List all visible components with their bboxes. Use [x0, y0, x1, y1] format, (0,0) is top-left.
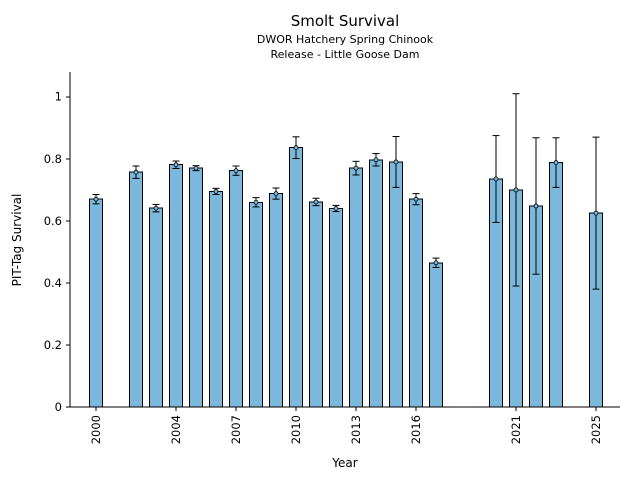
point-marker-2002	[133, 169, 139, 175]
errorbar-2015	[392, 136, 400, 188]
y-tick-label-0.6: 0.6	[44, 214, 62, 228]
errorbar-2016	[412, 193, 420, 206]
bar-2006	[209, 190, 223, 408]
errorbars-group	[92, 93, 600, 290]
point-marker-2016	[413, 196, 419, 202]
bar-2013	[349, 167, 363, 408]
bar-2011	[309, 201, 323, 408]
point-marker-2013	[353, 165, 359, 171]
errorbar-2002	[132, 165, 140, 179]
x-tick-label-2021: 2021	[509, 415, 523, 444]
bar-2016	[409, 198, 423, 408]
errorbar-2025	[592, 136, 600, 290]
chart-title: Smolt Survival	[290, 12, 400, 30]
errorbar-2004	[172, 160, 180, 169]
bars-group	[89, 147, 603, 408]
errorbar-2008	[252, 197, 260, 208]
point-marker-2015	[393, 159, 399, 165]
point-marker-2007	[233, 168, 239, 174]
bar-2005	[189, 167, 203, 408]
errorbar-2021	[512, 93, 520, 287]
errorbar-2006	[212, 187, 220, 196]
point-marker-2025	[593, 210, 599, 216]
point-marker-2023	[553, 160, 559, 165]
bar-2009	[269, 193, 283, 408]
point-marker-2000	[93, 196, 99, 202]
errorbar-2017	[432, 257, 440, 268]
errorbar-2009	[272, 187, 280, 200]
axes-spines	[69, 72, 620, 408]
errorbar-2013	[352, 160, 360, 176]
point-marker-2009	[273, 191, 279, 196]
errorbar-2023	[552, 137, 560, 188]
point-marker-2011	[313, 199, 319, 205]
bar-2000	[89, 198, 103, 408]
errorbar-2014	[372, 153, 380, 167]
x-tick-label-2007: 2007	[229, 415, 243, 444]
point-marker-2012	[333, 206, 339, 211]
y-tick-label-1: 1	[55, 90, 62, 104]
bar-2004	[169, 164, 183, 408]
point-marker-2014	[373, 157, 379, 163]
bar-2014	[369, 159, 383, 408]
y-tick-label-0.4: 0.4	[44, 276, 62, 290]
x-tick-label-2013: 2013	[349, 415, 363, 444]
errorbar-2003	[152, 203, 160, 213]
x-tick-label-2016: 2016	[409, 415, 423, 444]
bar-2002	[129, 171, 143, 408]
point-marker-2010	[293, 145, 299, 151]
errorbar-2011	[312, 197, 320, 207]
point-marker-2020	[493, 176, 499, 182]
errorbar-2010	[292, 136, 300, 160]
bar-2007	[229, 170, 243, 408]
y-tick-label-0.2: 0.2	[44, 338, 62, 352]
point-marker-2022	[533, 203, 539, 209]
bar-2003	[149, 207, 163, 408]
errorbar-2000	[92, 194, 100, 205]
point-marker-2021	[513, 187, 519, 193]
y-axis-ticks: 0 0.2 0.4 0.6 0.8 1	[44, 90, 70, 414]
x-tick-label-2004: 2004	[169, 415, 183, 444]
x-tick-label-2000: 2000	[89, 415, 103, 444]
bar-2023	[549, 162, 563, 408]
bar-2017	[429, 262, 443, 408]
errorbar-2007	[232, 165, 240, 176]
point-marker-2006	[213, 189, 219, 194]
bar-2015	[389, 161, 403, 408]
chart-subtitle-line2: Release - Little Goose Dam	[270, 48, 420, 61]
x-axis-label: Year	[332, 456, 358, 470]
bar-2010	[289, 147, 303, 408]
x-tick-label-2010: 2010	[289, 415, 303, 444]
bar-2008	[249, 201, 263, 408]
point-marker-2008	[253, 199, 259, 205]
errorbar-2005	[192, 165, 200, 172]
chart-subtitle-line1: DWOR Hatchery Spring Chinook	[256, 33, 434, 46]
x-tick-label-2025: 2025	[589, 415, 603, 444]
x-axis-ticks: 2000 2004 2007 2010 2013 2016 2021 2025	[89, 407, 603, 444]
errorbar-2020	[492, 135, 500, 223]
point-marker-2003	[153, 205, 159, 211]
y-tick-label-0: 0	[55, 400, 62, 414]
point-marker-2004	[173, 162, 179, 168]
bar-2012	[329, 208, 343, 408]
errorbar-2022	[532, 137, 540, 275]
y-tick-label-0.8: 0.8	[44, 152, 62, 166]
point-marker-2017	[433, 260, 439, 266]
errorbar-2012	[332, 204, 340, 213]
point-marker-2005	[193, 165, 199, 171]
